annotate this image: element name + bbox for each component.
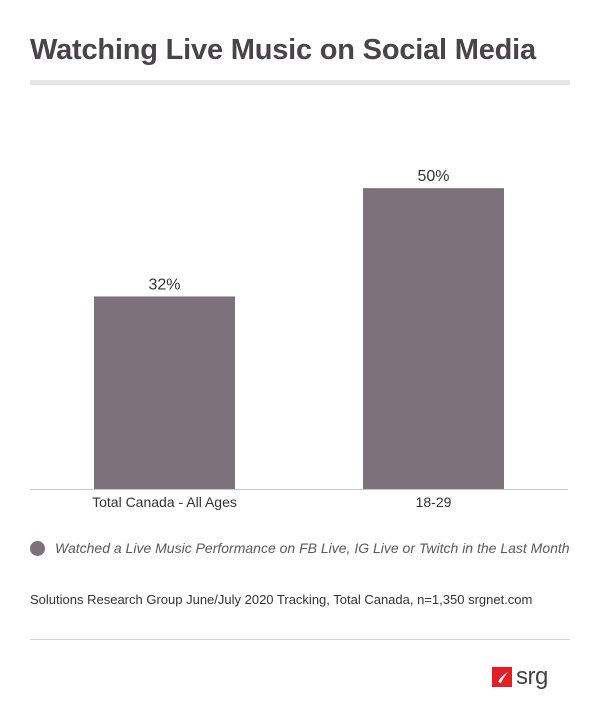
srg-logo: srg	[492, 663, 548, 690]
bar-1	[363, 188, 504, 489]
bar-chart: 32% Total Canada - All Ages 50% 18-29	[30, 168, 568, 510]
legend-swatch	[30, 540, 45, 556]
data-label-1: 50%	[417, 168, 449, 185]
chart-title: Watching Live Music on Social Media	[30, 34, 536, 66]
legend: Watched a Live Music Performance on FB L…	[30, 540, 570, 556]
source-note: Solutions Research Group June/July 2020 …	[30, 592, 533, 607]
srg-logo-mark	[492, 667, 512, 687]
category-label-0: Total Canada - All Ages	[92, 494, 237, 510]
category-label-1: 18-29	[416, 494, 452, 510]
legend-label: Watched a Live Music Performance on FB L…	[55, 540, 570, 556]
data-label-0: 32%	[148, 276, 180, 293]
srg-logo-text: srg	[516, 663, 548, 690]
bar-0	[94, 296, 235, 489]
footer-divider	[30, 639, 570, 640]
title-divider	[30, 80, 570, 85]
